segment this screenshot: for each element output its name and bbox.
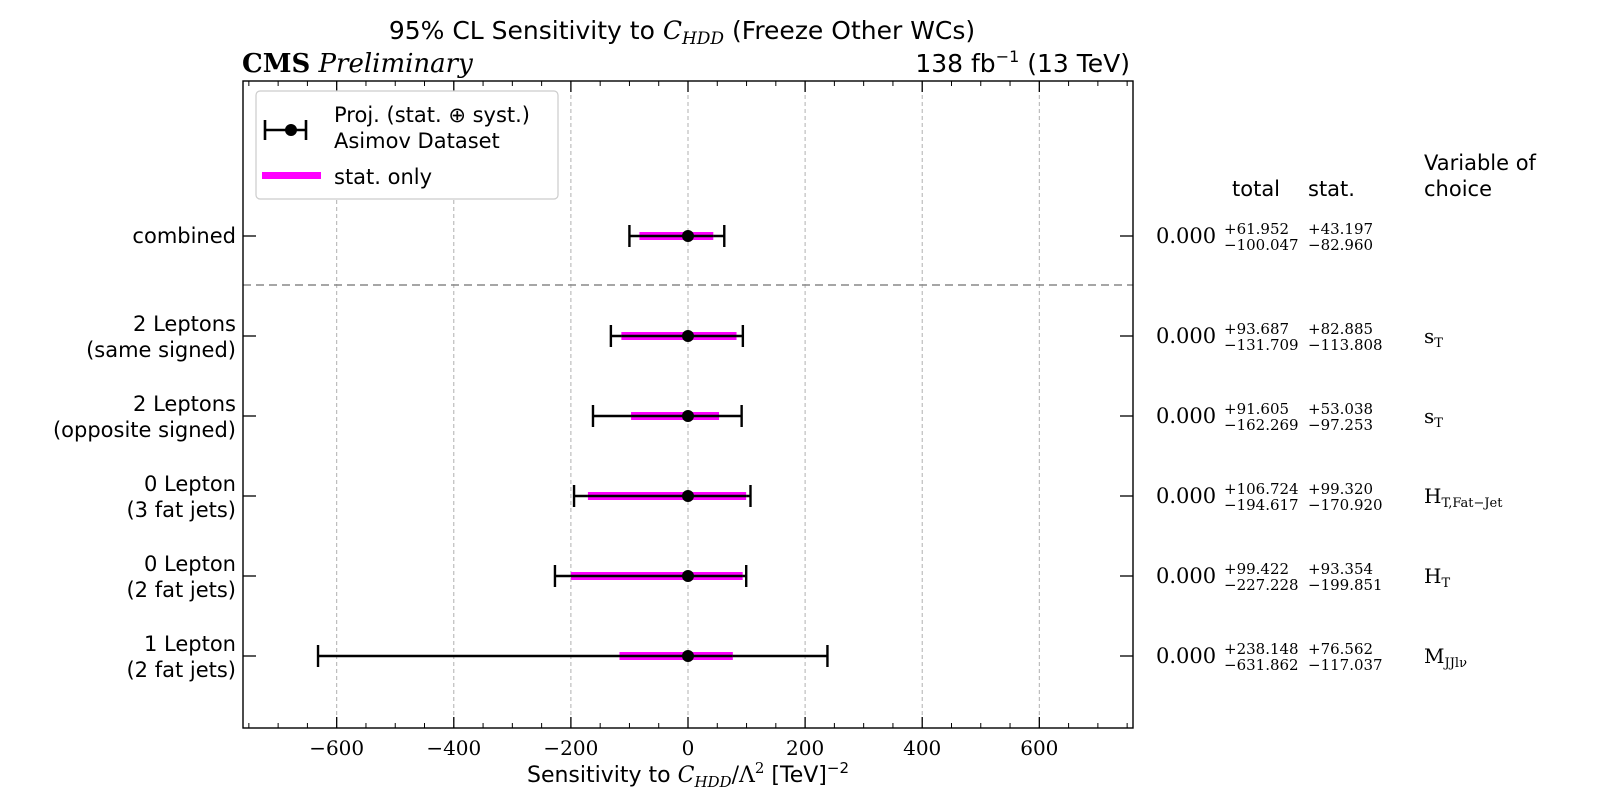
- x-tick-label: −400: [426, 736, 481, 760]
- central-value: 0.000: [1156, 224, 1216, 248]
- row-errorbar: [591, 405, 743, 427]
- variable-of-choice: sT: [1424, 404, 1443, 431]
- row-errorbar: [316, 645, 829, 667]
- row-errorbar: [609, 325, 745, 347]
- header-stat: stat.: [1308, 177, 1355, 201]
- central-value-point: [682, 570, 694, 582]
- total-minus: −100.047: [1224, 236, 1299, 254]
- stat-plus: +53.038: [1308, 400, 1373, 418]
- error-bars: [316, 225, 829, 667]
- total-plus: +93.687: [1224, 320, 1289, 338]
- legend-marker-projection: [263, 120, 308, 140]
- total-plus: +91.605: [1224, 400, 1289, 418]
- chart-title: 95% CL Sensitivity to CHDD (Freeze Other…: [389, 16, 975, 49]
- legend: Proj. (stat. ⊕ syst.) Asimov Dataset sta…: [255, 90, 559, 200]
- stat-minus: −97.253: [1308, 416, 1373, 434]
- x-axis-label: Sensitivity to CHDD/Λ2 [TeV]−2: [527, 759, 849, 791]
- total-minus: −631.862: [1224, 656, 1299, 674]
- legend-box: [255, 90, 559, 200]
- x-tick-label: 200: [786, 736, 824, 760]
- total-minus: −227.228: [1224, 576, 1299, 594]
- header-variable-line1: Variable of: [1424, 151, 1537, 175]
- total-minus: −162.269: [1224, 416, 1299, 434]
- luminosity-label: 138 fb−1 (13 TeV): [915, 47, 1130, 78]
- x-tick-label: −600: [309, 736, 364, 760]
- central-value-point: [682, 650, 694, 662]
- legend-label-stat: stat. only: [334, 165, 432, 189]
- central-value: 0.000: [1156, 644, 1216, 668]
- axis-ticks: [243, 81, 1133, 728]
- stat-plus: +99.320: [1308, 480, 1373, 498]
- central-value-point: [682, 230, 694, 242]
- central-value-point: [682, 410, 694, 422]
- x-tick-label: 0: [682, 736, 695, 760]
- row-label: 1 Lepton: [144, 632, 236, 656]
- total-minus: −131.709: [1224, 336, 1299, 354]
- total-minus: −194.617: [1224, 496, 1299, 514]
- x-tick-label: −200: [543, 736, 598, 760]
- row-label: 0 Lepton: [144, 472, 236, 496]
- stat-plus: +82.885: [1308, 320, 1373, 338]
- legend-marker-stat: [262, 172, 321, 179]
- stat-minus: −117.037: [1308, 656, 1383, 674]
- x-tick-label: 400: [903, 736, 941, 760]
- row-errorbar: [628, 225, 726, 247]
- variable-of-choice: sT: [1424, 324, 1443, 351]
- variable-of-choice: HT,Fat−Jet: [1424, 484, 1503, 511]
- row-label: 0 Lepton: [144, 552, 236, 576]
- total-plus: +106.724: [1224, 480, 1299, 498]
- stat-plus: +43.197: [1308, 220, 1373, 238]
- row-label: (opposite signed): [53, 418, 236, 442]
- variable-of-choice: MJJlν: [1424, 644, 1467, 671]
- experiment-label: CMS Preliminary: [242, 49, 473, 79]
- stat-minus: −113.808: [1308, 336, 1383, 354]
- central-value: 0.000: [1156, 324, 1216, 348]
- row-label: (3 fat jets): [126, 498, 236, 522]
- row-label: (2 fat jets): [126, 578, 236, 602]
- row-label: (same signed): [86, 338, 236, 362]
- central-value-point: [682, 330, 694, 342]
- stat-plus: +93.354: [1308, 560, 1373, 578]
- row-label: 2 Leptons: [133, 392, 236, 416]
- plot-area: [242, 80, 1134, 729]
- stat-plus: +76.562: [1308, 640, 1373, 658]
- stat-minus: −170.920: [1308, 496, 1383, 514]
- values-table: 0.000 +61.952−100.047 +43.197−82.960 0.000 +…: [1156, 220, 1503, 674]
- total-plus: +238.148: [1224, 640, 1299, 658]
- row-label: (2 fat jets): [126, 658, 236, 682]
- stat-minus: −82.960: [1308, 236, 1373, 254]
- header-total: total: [1232, 177, 1280, 201]
- total-plus: +61.952: [1224, 220, 1289, 238]
- central-value-point: [682, 490, 694, 502]
- central-value: 0.000: [1156, 404, 1216, 428]
- row-errorbar: [553, 565, 748, 587]
- x-tick-label: 600: [1020, 736, 1058, 760]
- central-value: 0.000: [1156, 484, 1216, 508]
- header-variable-line2: choice: [1424, 177, 1492, 201]
- row-label: combined: [132, 224, 236, 248]
- row-label: 2 Leptons: [133, 312, 236, 336]
- legend-label-asimov: Asimov Dataset: [334, 129, 500, 153]
- legend-label-projection: Proj. (stat. ⊕ syst.): [334, 103, 530, 127]
- variable-of-choice: HT: [1424, 564, 1450, 591]
- central-value: 0.000: [1156, 564, 1216, 588]
- total-plus: +99.422: [1224, 560, 1289, 578]
- x-tick-labels: −600 −400 −200 0 200 400 600: [309, 736, 1058, 760]
- stat-minus: −199.851: [1308, 576, 1383, 594]
- row-errorbar: [572, 485, 752, 507]
